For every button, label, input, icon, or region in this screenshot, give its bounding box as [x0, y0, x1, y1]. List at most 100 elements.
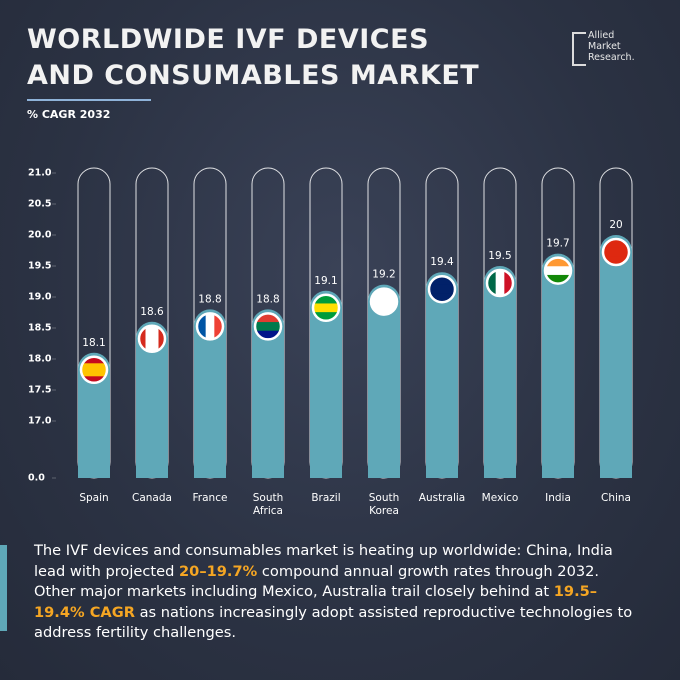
highlight-text: 19.5–19.4% CAGR	[34, 583, 598, 621]
flag-border	[195, 312, 225, 341]
x-tick-label: South Korea	[368, 492, 400, 517]
flag-border	[601, 237, 631, 267]
flag-border	[369, 287, 399, 316]
value-label: 18.6	[140, 306, 164, 318]
description-text: The IVF devices and consumables market i…	[34, 542, 613, 580]
flag-stripe	[214, 313, 223, 340]
x-tick-label: Australia	[418, 492, 466, 504]
x-tick-label: China	[601, 492, 631, 504]
flag-stripe	[429, 284, 455, 295]
flag-stripe	[205, 313, 215, 340]
flag-stripe	[371, 297, 397, 307]
flag	[81, 356, 107, 383]
flag-border	[427, 274, 457, 304]
bar	[542, 253, 574, 478]
value-label: 18.8	[256, 293, 279, 305]
subtitle: % CAGR 2032	[27, 108, 111, 121]
flag-stripe	[487, 270, 497, 296]
bar	[194, 309, 226, 478]
flag-stripe	[255, 330, 281, 340]
flag-stripe	[197, 313, 207, 340]
flag-stripe	[371, 305, 397, 315]
bar	[78, 352, 110, 478]
bar	[368, 284, 400, 478]
flag-stripe	[255, 322, 281, 332]
title-line: WORLDWIDE IVF DEVICES	[27, 24, 430, 55]
flag-stripe	[152, 325, 159, 352]
flag-stripe	[545, 257, 571, 267]
flag-stripe	[603, 256, 629, 265]
x-tick-label: South Africa	[252, 492, 284, 517]
flag-border	[543, 256, 573, 285]
y-tick-label: 20.0	[28, 230, 52, 241]
logo-line: Research.	[588, 52, 635, 63]
logo-icon	[572, 32, 586, 66]
flag-stripe	[603, 247, 629, 257]
x-tick-label: India	[545, 492, 571, 504]
flag	[429, 276, 455, 303]
flag-stripe	[81, 376, 107, 383]
flag	[313, 294, 339, 321]
value-label: 18.8	[198, 293, 221, 305]
flag-border	[485, 268, 515, 298]
bar	[600, 235, 632, 478]
flag-border	[79, 355, 109, 385]
description-text: as nations increasingly adopt assisted r…	[34, 603, 633, 642]
bar	[310, 290, 342, 478]
y-tick-label: 18.5	[28, 323, 51, 334]
title-line: AND CONSUMABLES MARKET	[27, 60, 480, 91]
bar	[252, 309, 284, 478]
x-tick-label: Spain	[79, 492, 109, 504]
description-text: compound annual growth rates through 203…	[34, 562, 600, 601]
value-label: 19.2	[372, 269, 395, 281]
value-label: 19.1	[314, 275, 337, 287]
flag-stripe	[429, 276, 455, 286]
flag-stripe	[545, 274, 571, 284]
flag-stripe	[81, 363, 107, 371]
flag-stripe	[545, 266, 571, 276]
flag-stripe	[371, 288, 397, 298]
x-tick-label: Canada	[132, 492, 172, 504]
value-label: 20	[609, 219, 622, 231]
logo-line: Market	[588, 41, 621, 52]
flag	[197, 313, 223, 340]
highlight-text: 20–19.7%	[179, 562, 258, 580]
value-label: 19.7	[546, 238, 569, 250]
title-rule	[27, 99, 151, 101]
bar	[136, 321, 168, 478]
flag-stripe	[429, 293, 455, 303]
y-tick-label: 0.0	[28, 473, 45, 484]
flag-stripe	[81, 356, 107, 364]
flag-stripe	[81, 369, 107, 377]
flag	[487, 270, 513, 296]
flag-stripe	[495, 270, 505, 296]
logo-line: Allied	[588, 30, 615, 41]
flag-border	[311, 293, 341, 323]
flag-stripe	[504, 270, 513, 296]
bar	[426, 272, 458, 478]
y-tick-label: 21.0	[28, 168, 52, 179]
description: The IVF devices and consumables market i…	[34, 541, 644, 644]
flag	[255, 313, 281, 340]
value-label: 19.4	[430, 256, 454, 268]
title: WORLDWIDE IVF DEVICES AND CONSUMABLES MA…	[27, 22, 479, 94]
y-tick-label: 18.0	[28, 354, 52, 365]
y-tick-label: 19.0	[28, 292, 52, 303]
flag-border	[137, 324, 167, 354]
x-tick-label: Mexico	[481, 492, 519, 504]
flag-border	[253, 312, 283, 341]
flag	[603, 239, 629, 265]
x-tick-label: Brazil	[311, 492, 341, 504]
flag-stripe	[603, 239, 629, 249]
flag-stripe	[313, 294, 339, 304]
flag-stripe	[145, 325, 153, 352]
flag-stripe	[139, 325, 146, 352]
y-tick-label: 17.5	[28, 385, 51, 396]
logo-text: Allied Market Research.	[588, 30, 635, 63]
flag	[545, 257, 571, 284]
logo: Allied Market Research.	[572, 30, 662, 70]
flag-stripe	[313, 303, 339, 313]
y-tick-label: 19.5	[28, 261, 51, 272]
